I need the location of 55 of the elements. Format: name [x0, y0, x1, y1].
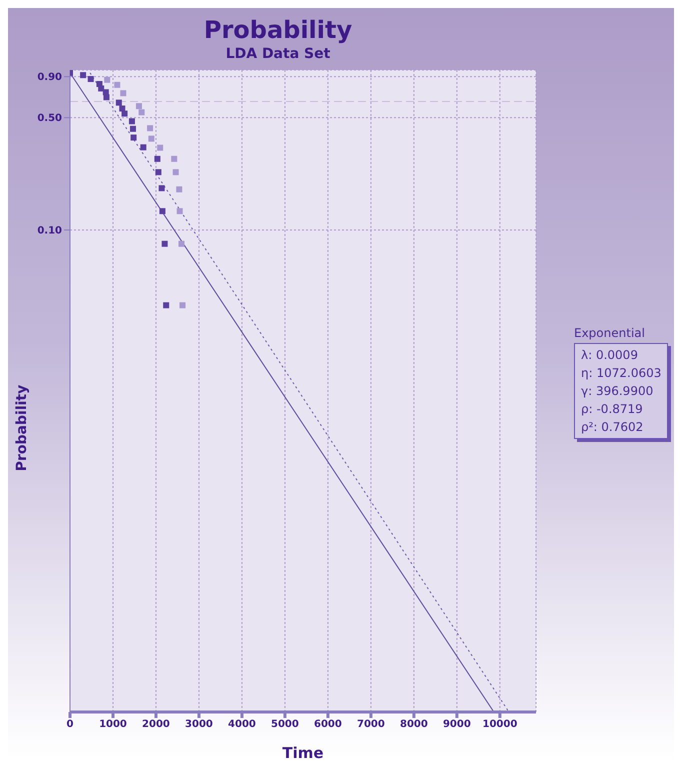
point [162, 240, 168, 247]
x-axis-title: Time [282, 744, 324, 762]
x-tick-label: 0 [66, 719, 74, 730]
point [178, 240, 184, 247]
point [159, 208, 166, 214]
point [140, 144, 146, 150]
point [104, 76, 110, 83]
point [88, 76, 94, 82]
text: γ: 396.9900 [581, 384, 654, 398]
point [154, 156, 160, 162]
point [171, 156, 178, 162]
text: η: 1072.0603 [581, 366, 662, 380]
text: λ: 0.0009 [581, 348, 638, 362]
point [114, 82, 120, 88]
point [155, 169, 162, 176]
point [119, 106, 126, 112]
x-tick-label: 7000 [357, 719, 385, 730]
point [147, 125, 154, 132]
point [103, 94, 110, 100]
point [180, 302, 186, 308]
point [122, 110, 128, 117]
x-tick-label: 5000 [271, 719, 299, 730]
point [172, 169, 179, 176]
text: Exponential [574, 326, 645, 340]
chart-subtitle: LDA Data Set [226, 46, 330, 62]
point [138, 109, 145, 116]
x-tick-label: 8000 [400, 719, 428, 730]
point [130, 126, 136, 132]
point [116, 100, 122, 106]
point [80, 72, 86, 78]
x-tick-label: 9000 [442, 719, 471, 730]
point [158, 185, 165, 192]
text: ρ: -0.8719 [581, 402, 643, 416]
point [163, 302, 170, 308]
point [136, 103, 142, 110]
point [120, 90, 126, 96]
x-tick-label: 2000 [142, 719, 170, 730]
point [157, 144, 164, 151]
point [128, 118, 135, 124]
x-tick-label: 4000 [228, 719, 256, 730]
point [148, 136, 154, 142]
x-tick-label: 3000 [185, 719, 213, 730]
point [176, 186, 182, 192]
y-tick-label: 0.10 [37, 226, 62, 237]
x-tick-label: 1000 [99, 719, 127, 730]
x-tick-label: 10000 [482, 719, 518, 730]
x-tick-label: 6000 [314, 719, 342, 730]
point [176, 208, 183, 214]
text: ρ²: 0.7602 [581, 420, 644, 434]
y-tick-label: 0.90 [37, 72, 62, 84]
chart-title: Probability [204, 16, 352, 44]
y-axis-title: Probability [14, 384, 30, 472]
point [130, 134, 137, 141]
y-tick-label: 0.50 [37, 113, 62, 124]
point [98, 85, 104, 92]
